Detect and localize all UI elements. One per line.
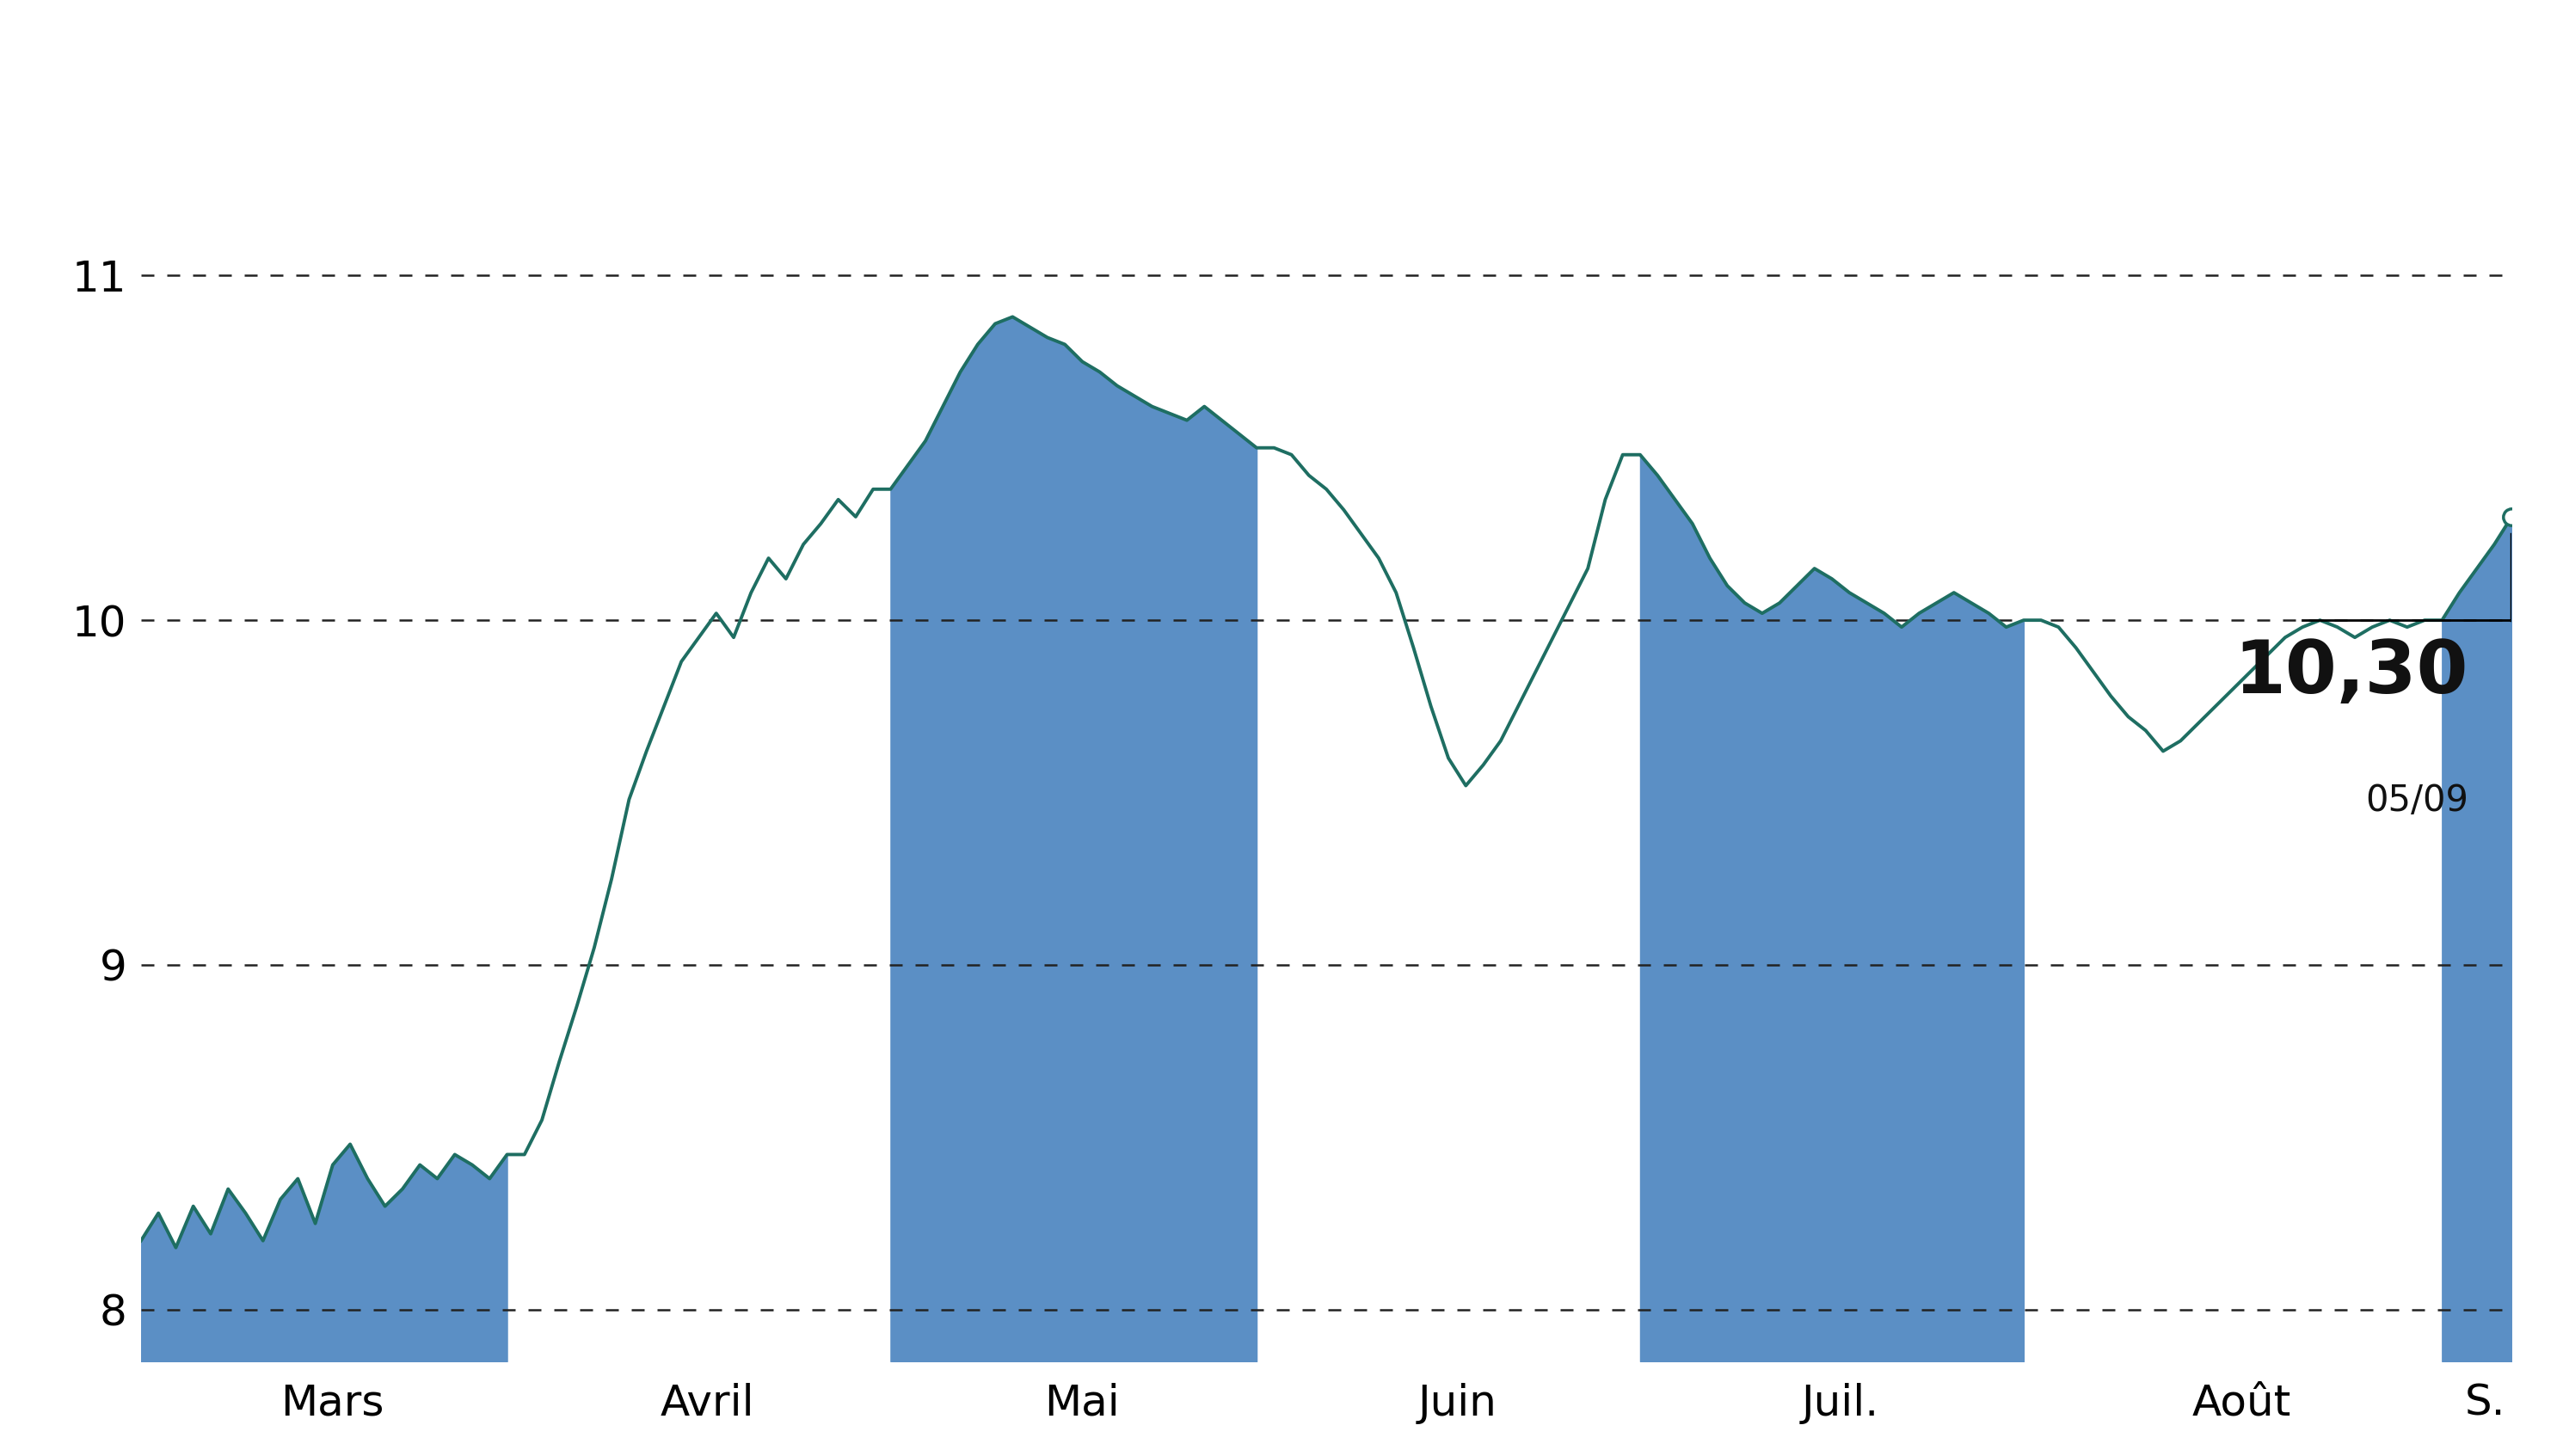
Text: 10,30: 10,30 (2235, 638, 2468, 709)
Text: VIEL ET COMPAGNIE: VIEL ET COMPAGNIE (800, 39, 1763, 124)
Text: 05/09: 05/09 (2366, 782, 2468, 818)
